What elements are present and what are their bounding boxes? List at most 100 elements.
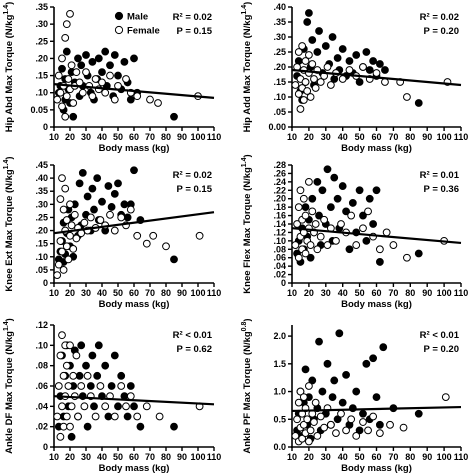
- y-axis-label-close: ): [242, 318, 253, 321]
- y-tick-label: .12: [35, 320, 48, 330]
- male-data-point: [301, 365, 310, 374]
- y-tick-label: .16: [273, 211, 286, 221]
- female-data-point: [310, 418, 318, 426]
- x-tick-label: 10: [287, 132, 297, 142]
- y-tick-label: .02: [35, 422, 48, 432]
- female-data-point: [311, 398, 320, 407]
- female-data-point: [67, 221, 76, 230]
- female-data-point: [59, 371, 68, 380]
- female-data-point: [56, 351, 65, 360]
- female-data-point: [61, 33, 70, 42]
- male-data-point: [77, 341, 86, 350]
- male-data-point: [101, 47, 110, 56]
- male-data-point: [93, 174, 102, 183]
- female-data-point: [62, 92, 71, 101]
- female-data-point: [316, 232, 325, 241]
- y-axis-label-exponent: 1.4: [3, 5, 10, 15]
- y-tick-label: .26: [273, 168, 286, 178]
- male-data-point: [369, 220, 378, 228]
- p-value-label: P = 0.36: [424, 184, 459, 195]
- female-data-point: [294, 398, 303, 407]
- x-tick-label: 20: [65, 288, 75, 298]
- y-tick-label: .05: [35, 265, 48, 275]
- y-axis-label: Hip Add Max Torque (N/kg1.4): [241, 2, 253, 133]
- male-data-point: [117, 371, 126, 380]
- female-data-point: [301, 57, 310, 65]
- male-data-point: [359, 211, 367, 220]
- male-data-point: [78, 168, 87, 177]
- y-axis-label-exponent: 0.8: [241, 321, 248, 331]
- y-tick-label: .02: [273, 270, 286, 280]
- female-data-point: [59, 422, 68, 431]
- female-data-point: [80, 218, 89, 227]
- female-data-point: [106, 71, 114, 80]
- male-data-point: [313, 48, 322, 56]
- legend: Male Female: [114, 12, 160, 37]
- x-tick-label: 90: [177, 288, 187, 298]
- female-data-point: [54, 382, 63, 390]
- female-data-point: [110, 412, 119, 421]
- y-tick-label: .10: [273, 92, 286, 102]
- female-data-point: [306, 241, 315, 249]
- male-data-point: [69, 112, 78, 121]
- x-tick-label: 60: [371, 452, 381, 462]
- male-data-point: [94, 54, 103, 63]
- female-data-point: [53, 271, 62, 280]
- female-data-point: [88, 92, 97, 101]
- female-data-point: [364, 207, 372, 216]
- female-data-point: [53, 412, 62, 421]
- male-data-point: [369, 57, 378, 65]
- p-value-label: P = 0.15: [177, 184, 213, 195]
- x-tick-label: 90: [177, 132, 187, 142]
- male-data-point: [414, 409, 423, 418]
- x-axis-label: Body mass (kg): [99, 463, 170, 474]
- female-data-point: [69, 245, 78, 253]
- female-data-point: [347, 415, 356, 424]
- male-data-point: [170, 422, 178, 431]
- male-data-point: [355, 426, 364, 435]
- female-data-point: [66, 231, 74, 240]
- x-axis-label: Body mass (kg): [341, 299, 412, 310]
- female-data-point: [299, 194, 308, 203]
- x-tick-label: 40: [338, 452, 348, 462]
- x-tick-label: 80: [405, 288, 415, 298]
- male-data-point: [333, 415, 342, 424]
- female-data-point: [326, 81, 335, 89]
- male-data-point: [381, 66, 389, 74]
- female-data-point: [126, 205, 135, 214]
- x-tick-label: 40: [338, 132, 348, 142]
- male-data-point: [82, 51, 90, 59]
- female-data-point: [106, 210, 114, 219]
- y-axis-label-text: Knee Ext Max Torque (N/kg: [4, 169, 15, 291]
- y-tick-label: 0: [43, 442, 48, 452]
- female-data-point: [294, 203, 303, 212]
- male-data-point: [130, 402, 138, 411]
- male-data-point: [335, 329, 344, 338]
- male-data-point: [170, 112, 178, 121]
- female-data-point: [58, 54, 66, 63]
- x-axis-label: Body mass (kg): [341, 463, 412, 474]
- female-data-point: [323, 63, 332, 71]
- y-axis-label: Ankle PF Max Torque (N/kg0.8): [241, 318, 253, 453]
- p-value-label: P = 0.15: [177, 26, 213, 37]
- male-data-point: [88, 351, 97, 360]
- female-data-point: [326, 420, 335, 429]
- y-tick-label: .10: [35, 340, 48, 350]
- male-data-point: [126, 382, 135, 390]
- y-axis-label-close: ): [4, 318, 15, 321]
- x-tick-label: 90: [422, 132, 432, 142]
- female-data-point: [62, 242, 71, 251]
- female-data-point: [296, 186, 305, 195]
- female-data-point: [133, 231, 142, 240]
- male-data-point: [75, 179, 84, 188]
- x-tick-label: 80: [405, 452, 415, 462]
- female-data-point: [296, 387, 305, 396]
- female-data-point: [399, 423, 408, 432]
- y-tick-label: .10: [35, 252, 48, 262]
- x-tick-label: 20: [65, 452, 75, 462]
- female-data-point: [375, 429, 384, 438]
- male-data-point: [106, 61, 114, 70]
- male-data-point: [414, 249, 423, 258]
- y-tick-label: 1.5: [273, 359, 286, 369]
- female-data-point: [293, 220, 301, 228]
